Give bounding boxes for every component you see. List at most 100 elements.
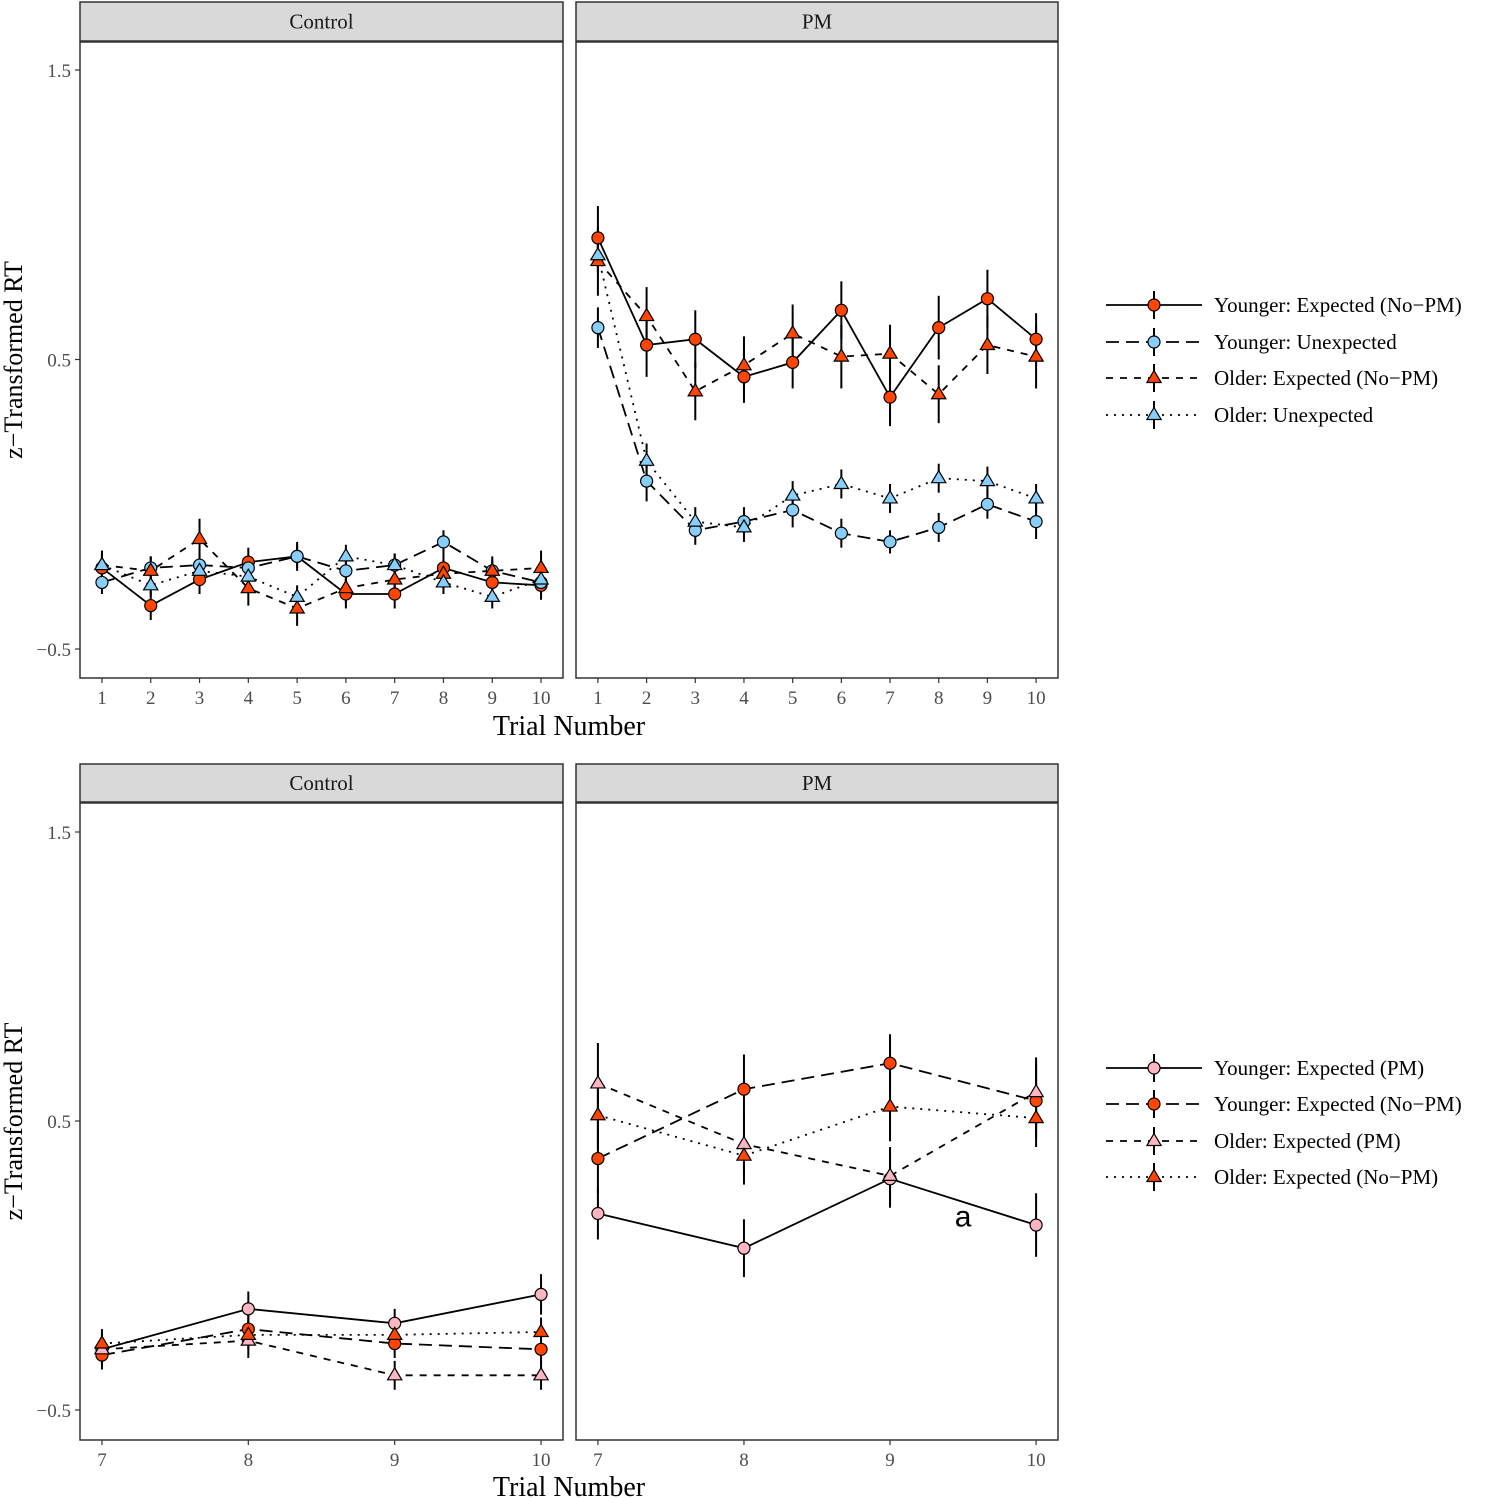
x-tick-label: 7 — [885, 688, 895, 709]
legend-triangle-icon — [1145, 406, 1163, 421]
series-line-1 — [597, 1177, 1037, 1250]
data-point — [638, 307, 655, 322]
strip — [575, 1, 1059, 42]
data-point — [436, 535, 451, 549]
y-tick-label: 1.5 — [47, 61, 71, 82]
data-point — [485, 575, 499, 590]
series-line-3 — [101, 1339, 542, 1377]
strip — [79, 763, 564, 803]
x-tick-label: 9 — [983, 688, 993, 709]
series-line-4 — [101, 1331, 542, 1345]
data-point — [737, 1082, 751, 1096]
data-point — [240, 579, 257, 594]
data-point — [532, 570, 550, 585]
data-point — [142, 562, 159, 576]
legend-label: Older: Expected (No−PM) — [1214, 1165, 1438, 1189]
data-point — [1027, 1083, 1045, 1098]
x-tick-label: 3 — [691, 688, 701, 709]
data-point — [1029, 515, 1043, 529]
data-point — [484, 562, 501, 576]
legend-circle-icon — [1147, 1097, 1161, 1111]
series-line-1 — [101, 1293, 542, 1351]
data-point — [687, 512, 704, 527]
legend-triangle-icon — [1145, 1132, 1163, 1147]
strip-label: PM — [802, 771, 833, 795]
x-tick-label: 1 — [97, 688, 107, 709]
data-point — [532, 1366, 550, 1381]
data-point — [833, 347, 850, 362]
data-point — [339, 564, 353, 578]
data-point — [435, 573, 452, 588]
panel-pm: PM 1 2 3 4 5 6 7 8 9 10 — [575, 1, 1059, 709]
data-point — [1027, 347, 1045, 362]
data-point — [881, 489, 899, 504]
legend-triangle-icon — [1145, 369, 1163, 384]
data-point — [979, 336, 996, 351]
strip-label: Control — [289, 771, 353, 795]
data-point — [290, 549, 304, 563]
series-line-2 — [101, 1328, 542, 1356]
data-point — [735, 356, 753, 371]
legend-item: Older: Expected (PM) — [1106, 1127, 1401, 1155]
legend-label: Younger: Unexpected — [1214, 330, 1397, 354]
data-point — [534, 1287, 548, 1302]
x-tick-label: 6 — [341, 688, 351, 709]
data-point — [1029, 332, 1043, 346]
x-tick-label: 9 — [885, 1450, 895, 1471]
data-point — [737, 1241, 751, 1255]
data-point — [93, 1334, 111, 1349]
data-point — [979, 472, 996, 487]
legend-label: Younger: Expected (No−PM) — [1214, 1092, 1462, 1116]
legend-circle-icon — [1147, 298, 1161, 312]
data-point — [735, 1147, 753, 1161]
x-tick-label: 2 — [146, 688, 156, 709]
data-point — [834, 526, 848, 540]
data-point — [932, 520, 946, 535]
data-point — [639, 338, 654, 352]
x-tick-label: 4 — [244, 688, 254, 709]
x-tick-label: 8 — [244, 1450, 254, 1471]
legend-label: Older: Expected (No−PM) — [1214, 366, 1438, 390]
data-point — [142, 576, 159, 591]
legend-item: Older: Expected (No−PM) — [1106, 1163, 1438, 1191]
y-tick-label: 0.5 — [47, 1112, 71, 1133]
panel-frame — [575, 802, 1059, 1441]
data-point — [737, 370, 751, 384]
series-line-2 — [101, 540, 542, 584]
x-tick-label: 9 — [390, 1450, 400, 1471]
x-tick-label: 5 — [788, 688, 798, 709]
data-point — [388, 587, 402, 601]
data-point — [240, 1326, 257, 1340]
data-point — [1027, 1109, 1045, 1124]
data-point — [1027, 489, 1045, 504]
data-point — [241, 1302, 255, 1316]
data-point — [930, 469, 947, 484]
data-point — [386, 556, 403, 571]
x-tick-label: 5 — [292, 688, 302, 709]
annotation: a — [955, 1200, 972, 1233]
legend-circle-icon — [1147, 335, 1161, 349]
data-point — [932, 321, 946, 335]
data-point — [883, 535, 897, 549]
data-point — [589, 1106, 607, 1121]
data-point — [786, 355, 800, 369]
data-point — [881, 1097, 899, 1112]
data-point — [1029, 1218, 1043, 1232]
x-tick-label: 10 — [532, 1450, 551, 1471]
data-point — [288, 599, 306, 614]
data-point — [639, 474, 654, 488]
legend-item: Younger: Expected (No−PM) — [1106, 291, 1462, 319]
series-line-3 — [101, 537, 542, 610]
x-tick-label: 9 — [488, 688, 498, 709]
data-point — [833, 475, 850, 490]
data-point — [386, 570, 403, 585]
x-tick-label: 7 — [390, 688, 400, 709]
data-point — [883, 1056, 897, 1070]
y-tick-label: 0.5 — [47, 351, 71, 372]
data-point — [191, 530, 208, 545]
series-line-1 — [101, 555, 542, 607]
x-tick-label: 2 — [642, 688, 652, 709]
strip-label: Control — [289, 10, 353, 34]
